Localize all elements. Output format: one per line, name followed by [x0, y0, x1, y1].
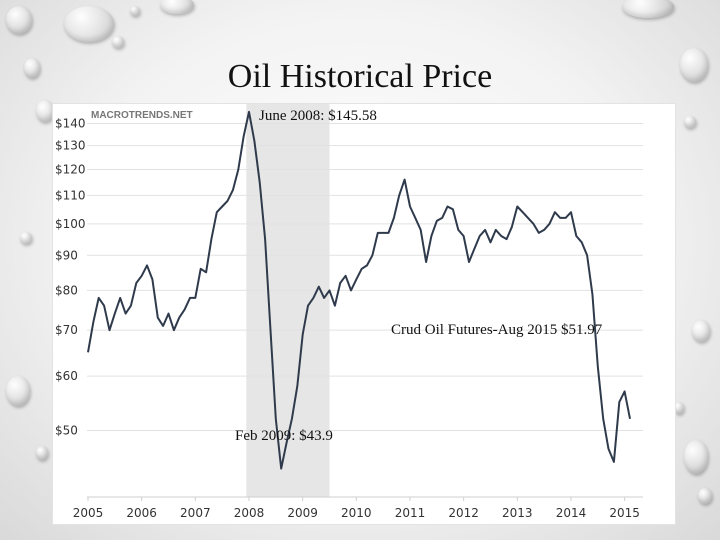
annotation-peak-june-2008: June 2008: $145.58	[259, 108, 377, 124]
x-tick-label: 2006	[126, 506, 157, 520]
slide-title: Oil Historical Price	[227, 58, 493, 95]
water-drop-decoration	[692, 320, 710, 342]
y-tick-label: $70	[55, 323, 78, 337]
water-drop-decoration	[674, 402, 684, 414]
water-drop-decoration	[6, 376, 30, 406]
line-chart-svg: MACROTRENDS.NET $140 $130 $120 $110 $100 $90 $8…	[55, 104, 643, 520]
x-tick-label: 2011	[395, 506, 426, 520]
water-drop-decoration	[20, 232, 32, 244]
water-drop-decoration	[684, 440, 708, 474]
y-tick-label: $100	[55, 217, 86, 231]
watermark-label: MACROTRENDS.NET	[91, 110, 193, 121]
x-tick-label: 2008	[234, 506, 265, 520]
y-tick-label: $50	[55, 423, 78, 437]
x-tick-label: 2014	[556, 506, 587, 520]
annotation-low-feb-2009: Feb 2009: $43.9	[235, 428, 333, 444]
x-tick-label: 2013	[502, 506, 533, 520]
water-drop-decoration	[684, 116, 696, 128]
oil-price-chart: MACROTRENDS.NET $140 $130 $120 $110 $100 $90 $8…	[52, 103, 676, 525]
x-tick-label: 2010	[341, 506, 372, 520]
water-drop-decoration	[36, 100, 54, 122]
y-tick-label: $140	[55, 117, 86, 131]
annotation-aug-2015-futures: Crud Oil Futures-Aug 2015 $51.97	[391, 322, 603, 338]
y-tick-label: $90	[55, 248, 78, 262]
water-drop-decoration	[36, 446, 48, 460]
water-drop-decoration	[64, 6, 114, 42]
y-tick-label: $130	[55, 139, 86, 153]
water-drop-decoration	[112, 36, 124, 48]
y-tick-label: $60	[55, 369, 78, 383]
x-tick-label: 2015	[609, 506, 640, 520]
water-drop-decoration	[698, 488, 712, 504]
x-tick-label: 2009	[287, 506, 318, 520]
water-drop-decoration	[160, 0, 194, 14]
water-drop-decoration	[680, 48, 708, 82]
water-drop-decoration	[6, 6, 32, 34]
y-tick-label: $80	[55, 283, 78, 297]
x-tick-label: 2007	[180, 506, 211, 520]
x-tick-label: 2005	[73, 506, 104, 520]
water-drop-decoration	[622, 0, 674, 18]
y-tick-label: $120	[55, 162, 86, 176]
price-series-line	[87, 110, 631, 470]
x-tick-label: 2012	[448, 506, 479, 520]
y-tick-label: $110	[55, 188, 86, 202]
water-drop-decoration	[130, 6, 140, 16]
water-drop-decoration	[24, 58, 40, 78]
